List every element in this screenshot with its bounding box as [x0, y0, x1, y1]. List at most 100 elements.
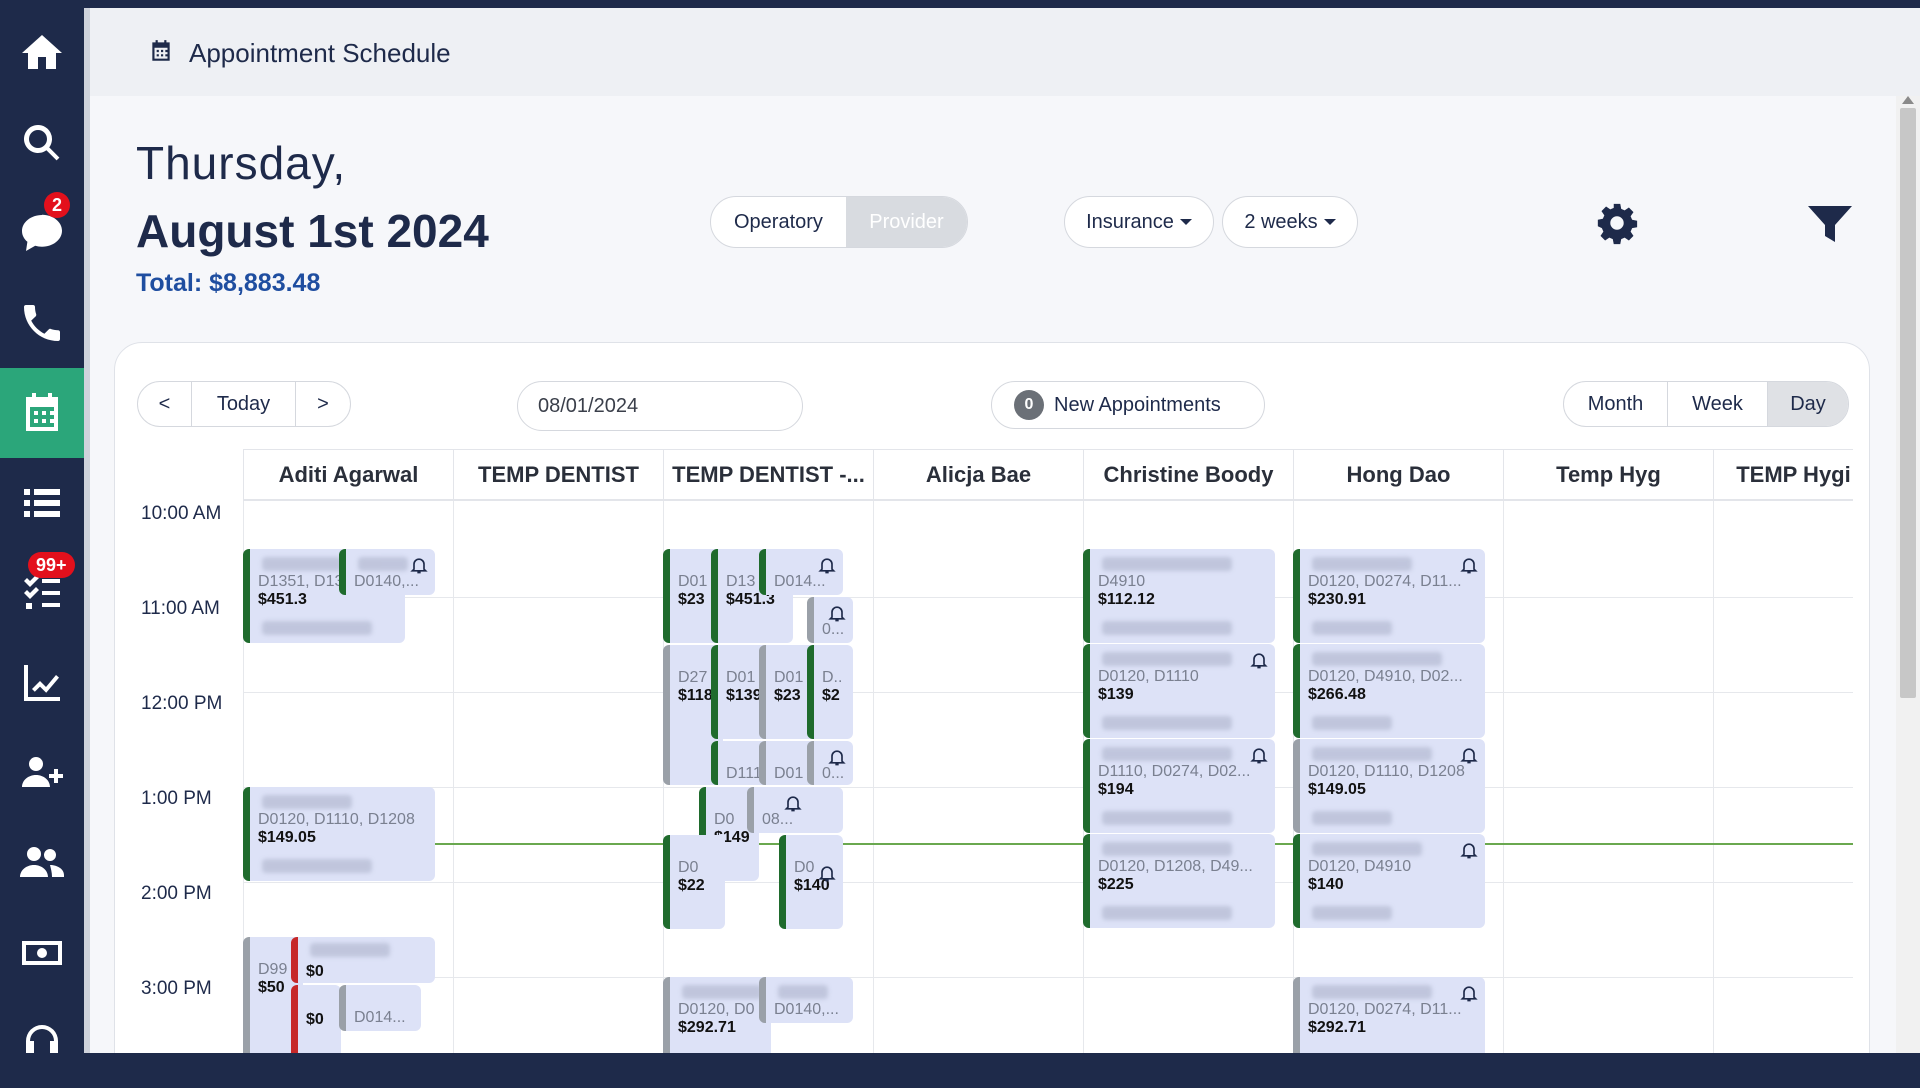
calendar-icon — [26, 393, 58, 431]
sidebar-item-tasks[interactable]: 99+ — [0, 548, 84, 638]
filter-icon[interactable] — [1806, 204, 1854, 244]
sidebar-item-list[interactable] — [0, 458, 84, 548]
scroll-up-arrow-icon[interactable] — [1902, 96, 1914, 104]
date-navigation: < Today > — [137, 381, 351, 427]
appointment-card[interactable]: D0 $140 — [779, 835, 843, 929]
appointment-card[interactable]: D0120, D1110, D1208 $149.05 — [243, 787, 435, 881]
bell-icon — [410, 558, 428, 574]
appointment-card[interactable]: D0120, D1208, D49... $225 — [1083, 834, 1275, 928]
sidebar-item-billing[interactable] — [0, 908, 84, 998]
sidebar-item-messages[interactable]: 2 — [0, 188, 84, 278]
time-label: 11:00 AM — [141, 598, 220, 619]
scrollbar-thumb[interactable] — [1900, 108, 1916, 698]
add-users-icon — [22, 757, 63, 787]
time-label: 10:00 AM — [141, 503, 222, 524]
appointment-card[interactable]: 0... — [807, 741, 853, 785]
bell-icon — [1460, 748, 1478, 764]
bell-icon — [1250, 748, 1268, 764]
current-time-line — [243, 843, 1853, 845]
sidebar-item-search[interactable] — [0, 98, 84, 188]
next-button[interactable]: > — [317, 392, 329, 415]
week-view-button[interactable]: Week — [1668, 382, 1768, 426]
bell-icon — [1460, 843, 1478, 859]
range-dropdown[interactable]: 2 weeks — [1222, 196, 1358, 248]
appointment-card[interactable]: D4910 $112.12 — [1083, 549, 1275, 643]
bell-icon — [1460, 558, 1478, 574]
appointment-card[interactable]: D0120, D0274, D11... $230.91 — [1293, 549, 1485, 643]
appointment-card[interactable]: D0 $22 — [663, 835, 725, 929]
bell-icon — [1460, 986, 1478, 1002]
view-switcher: Month Week Day — [1563, 381, 1849, 427]
date-input[interactable]: 08/01/2024 — [517, 381, 803, 431]
messages-badge: 2 — [44, 192, 71, 218]
appointment-card[interactable]: D0140,... — [339, 549, 435, 595]
top-bar — [0, 0, 1920, 8]
calendar-card: < Today > 08/01/2024 0 New Appointments … — [114, 342, 1870, 1053]
appointment-card[interactable]: D0120, D0 $292.71 — [663, 977, 771, 1053]
appointment-card[interactable]: D13 $451.3 — [711, 549, 793, 643]
sidebar-item-add-patient[interactable] — [0, 728, 84, 818]
gear-icon[interactable] — [1594, 200, 1640, 246]
bell-icon — [818, 558, 836, 574]
insurance-dropdown[interactable]: Insurance — [1064, 196, 1214, 248]
new-appointments-label: New Appointments — [1054, 393, 1221, 416]
bell-icon — [1250, 653, 1268, 669]
search-icon — [24, 125, 60, 161]
tasks-badge: 99+ — [28, 552, 75, 578]
appointment-card[interactable]: D0120, D4910, D02... $266.48 — [1293, 644, 1485, 738]
appointment-card[interactable]: D014... — [759, 549, 843, 595]
chart-icon — [24, 665, 60, 701]
provider-button[interactable]: Provider — [845, 197, 967, 247]
insurance-label: Insurance — [1086, 210, 1174, 233]
users-icon — [20, 847, 64, 877]
today-button[interactable]: Today — [192, 382, 296, 426]
sidebar-item-phone[interactable] — [0, 278, 84, 368]
mode-toggle: Operatory Provider — [710, 196, 968, 248]
sidebar-item-support[interactable] — [0, 998, 84, 1088]
page-header: Appointment Schedule — [90, 8, 1920, 96]
range-label: 2 weeks — [1244, 210, 1318, 233]
appointment-card[interactable]: D0120, D1110 $139 — [1083, 644, 1275, 738]
bell-icon — [828, 750, 846, 766]
selected-date: August 1st 2024 — [136, 205, 489, 257]
home-icon — [22, 35, 62, 69]
appointment-card[interactable]: $0 — [291, 937, 435, 983]
appointment-card[interactable]: D.. $2 — [807, 645, 853, 739]
sidebar-item-patients[interactable] — [0, 818, 84, 908]
schedule-content: Thursday, August 1st 2024 Total: $8,883.… — [90, 96, 1896, 1053]
sidebar-item-home[interactable] — [0, 8, 84, 98]
appointment-card[interactable]: D014... — [339, 985, 421, 1031]
day-view-button[interactable]: Day — [1768, 382, 1848, 426]
operatory-button[interactable]: Operatory — [734, 210, 823, 233]
month-view-button[interactable]: Month — [1564, 382, 1668, 426]
appointment-card[interactable]: 0... — [807, 597, 853, 643]
sidebar-divider — [84, 8, 90, 1053]
caret-down-icon — [1179, 219, 1192, 225]
main-area: Appointment Schedule Thursday, August 1s… — [90, 8, 1920, 1053]
new-appointments-count: 0 — [1014, 390, 1044, 420]
bell-icon — [828, 606, 846, 622]
appointment-card[interactable]: D1110, D0274, D02... $194 — [1083, 739, 1275, 833]
column-header: Hong Dao — [1293, 449, 1503, 501]
appointment-card[interactable]: $0 — [291, 985, 341, 1053]
appointment-card[interactable]: D0120, D4910 $140 — [1293, 834, 1485, 928]
column-header: TEMP DENTIST — [453, 449, 663, 501]
time-label: 1:00 PM — [141, 788, 212, 809]
appointment-card[interactable]: D1351, D13 $451.3 — [243, 549, 405, 643]
appointment-card[interactable]: D0120, D1110, D1208 $149.05 — [1293, 739, 1485, 833]
new-appointments-button[interactable]: 0 New Appointments — [991, 381, 1265, 429]
column-header: TEMP DENTIST -... — [663, 449, 873, 501]
time-label: 12:00 PM — [141, 693, 223, 714]
appointment-card[interactable]: D0140,... — [759, 977, 853, 1023]
headset-icon — [26, 1025, 58, 1053]
appointment-card[interactable]: D0120, D0274, D11... $292.71 — [1293, 977, 1485, 1053]
column-header: Alicja Bae — [873, 449, 1083, 501]
time-label: 2:00 PM — [141, 883, 212, 904]
sidebar-item-reports[interactable] — [0, 638, 84, 728]
vertical-scrollbar[interactable] — [1896, 96, 1920, 1053]
sidebar-item-calendar[interactable] — [0, 368, 84, 458]
chat-icon — [22, 214, 62, 251]
appointment-card[interactable]: 08... — [747, 787, 843, 833]
column-header: Aditi Agarwal — [243, 449, 453, 501]
prev-button[interactable]: < — [138, 382, 192, 426]
